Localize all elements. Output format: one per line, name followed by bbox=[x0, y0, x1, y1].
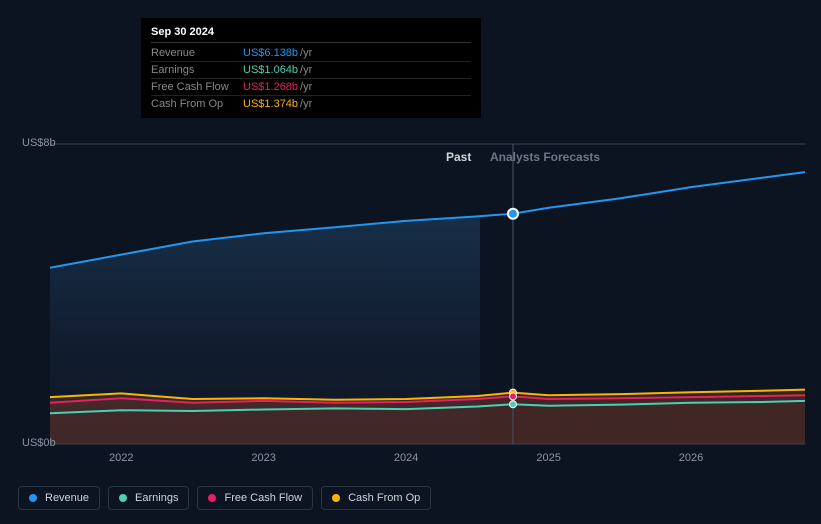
tooltip-row-revenue: RevenueUS$6.138b /yr bbox=[151, 45, 471, 62]
tooltip-row-unit: /yr bbox=[300, 64, 312, 76]
tooltip-row-unit: /yr bbox=[300, 98, 312, 110]
legend-label: Earnings bbox=[135, 492, 178, 504]
region-label-past: Past bbox=[446, 150, 471, 164]
legend-item-fcf[interactable]: Free Cash Flow bbox=[197, 486, 313, 510]
cursor-marker-earnings bbox=[509, 401, 516, 408]
region-label-forecast: Analysts Forecasts bbox=[490, 150, 600, 164]
tooltip-date: Sep 30 2024 bbox=[151, 26, 471, 43]
tooltip-row-value: US$1.268b bbox=[243, 81, 298, 93]
tooltip-row-fcf: Free Cash FlowUS$1.268b /yr bbox=[151, 79, 471, 96]
y-axis-label: US$8b bbox=[22, 137, 56, 149]
legend-dot-icon bbox=[119, 494, 127, 502]
tooltip: Sep 30 2024 RevenueUS$6.138b /yrEarnings… bbox=[141, 18, 481, 118]
legend: Revenue Earnings Free Cash Flow Cash From O… bbox=[18, 486, 431, 510]
y-axis-label: US$0b bbox=[22, 437, 56, 449]
x-axis-label: 2024 bbox=[394, 452, 418, 464]
tooltip-row-label: Revenue bbox=[151, 47, 243, 59]
tooltip-row-unit: /yr bbox=[300, 81, 312, 93]
x-axis-label: 2025 bbox=[536, 452, 560, 464]
legend-item-revenue[interactable]: Revenue bbox=[18, 486, 100, 510]
cursor-marker-fcf bbox=[509, 393, 516, 400]
legend-dot-icon bbox=[332, 494, 340, 502]
tooltip-row-earnings: EarningsUS$1.064b /yr bbox=[151, 62, 471, 79]
legend-dot-icon bbox=[208, 494, 216, 502]
tooltip-row-unit: /yr bbox=[300, 47, 312, 59]
tooltip-row-value: US$6.138b bbox=[243, 47, 298, 59]
cursor-marker bbox=[508, 209, 518, 219]
legend-label: Free Cash Flow bbox=[224, 492, 302, 504]
tooltip-row-value: US$1.064b bbox=[243, 64, 298, 76]
tooltip-row-value: US$1.374b bbox=[243, 98, 298, 110]
legend-label: Cash From Op bbox=[348, 492, 420, 504]
chart-container: Sep 30 2024 RevenueUS$6.138b /yrEarnings… bbox=[0, 0, 821, 524]
legend-dot-icon bbox=[29, 494, 37, 502]
legend-label: Revenue bbox=[45, 492, 89, 504]
x-axis-label: 2026 bbox=[679, 452, 703, 464]
x-axis-label: 2023 bbox=[251, 452, 275, 464]
tooltip-row-cfo: Cash From OpUS$1.374b /yr bbox=[151, 96, 471, 112]
tooltip-row-label: Earnings bbox=[151, 64, 243, 76]
tooltip-row-label: Cash From Op bbox=[151, 98, 243, 110]
legend-item-earnings[interactable]: Earnings bbox=[108, 486, 189, 510]
tooltip-row-label: Free Cash Flow bbox=[151, 81, 243, 93]
legend-item-cfo[interactable]: Cash From Op bbox=[321, 486, 431, 510]
x-axis-label: 2022 bbox=[109, 452, 133, 464]
